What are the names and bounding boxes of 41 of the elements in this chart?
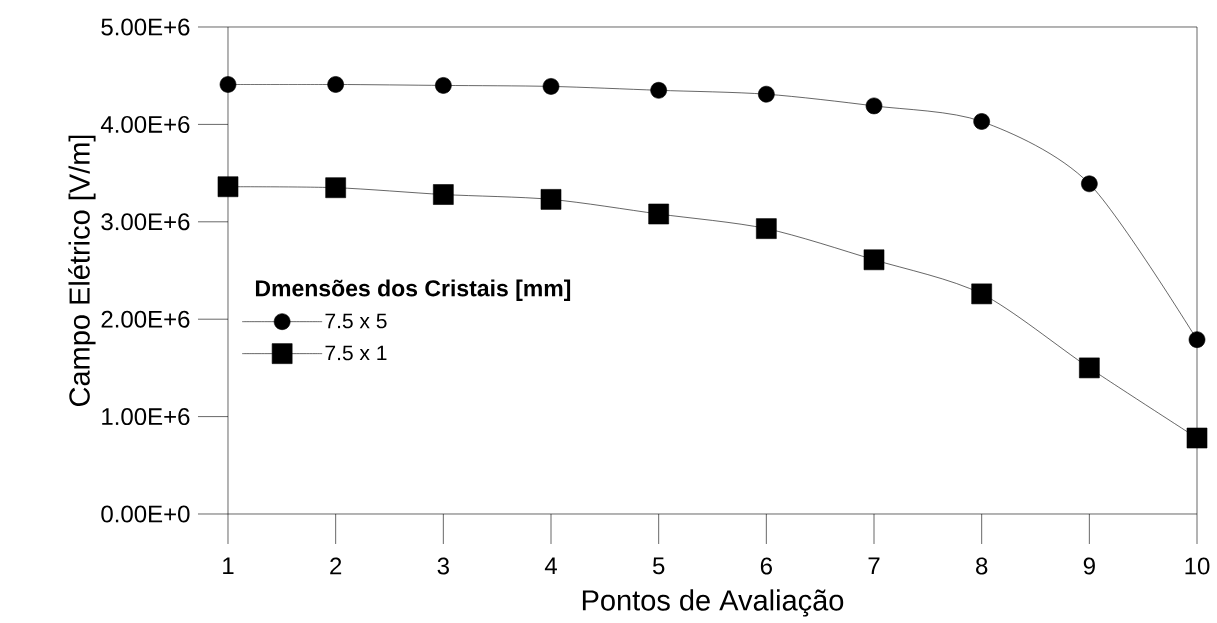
legend-title: Dmensões dos Cristais [mm] xyxy=(255,279,571,301)
point xyxy=(1079,357,1100,379)
x-tick-label: 5 xyxy=(652,557,665,575)
point xyxy=(327,76,344,93)
legend-label: 7.5 x 1 xyxy=(325,345,387,361)
point xyxy=(650,82,667,99)
y-tick-label: 2.00E+6 xyxy=(101,310,190,328)
y-axis-title: Campo Elétrico [V/m] xyxy=(68,135,96,407)
x-axis-title: Pontos de Avaliação xyxy=(582,589,844,617)
x-tick-label: 10 xyxy=(1185,557,1210,575)
point xyxy=(973,113,990,130)
point xyxy=(971,283,992,305)
point xyxy=(540,189,562,210)
x-tick-label: 6 xyxy=(760,557,772,575)
point xyxy=(433,184,454,205)
y-tick-label: 5.00E+6 xyxy=(101,18,190,36)
x-tick-label: 4 xyxy=(544,557,557,575)
point xyxy=(435,77,452,94)
x-tick-label: 2 xyxy=(330,557,342,575)
point xyxy=(1188,331,1206,348)
y-tick-label: 0.00E+0 xyxy=(101,505,190,523)
y-tick-label: 4.00E+6 xyxy=(100,115,190,133)
point xyxy=(217,176,239,198)
y-tick-label: 1.00E+6 xyxy=(102,408,190,426)
point xyxy=(756,218,777,239)
x-tick-label: 8 xyxy=(976,557,988,575)
point xyxy=(863,249,885,271)
point xyxy=(325,177,346,199)
x-tick-label: 1 xyxy=(223,557,234,575)
point xyxy=(865,97,883,115)
point xyxy=(1186,427,1208,449)
point xyxy=(1081,175,1098,193)
point xyxy=(542,78,560,95)
point xyxy=(648,203,669,225)
x-tick-label: 9 xyxy=(1083,557,1095,575)
point xyxy=(758,85,775,103)
x-tick-label: 3 xyxy=(437,557,449,575)
x-tick-label: 7 xyxy=(868,557,880,575)
y-tick-label: 3.00E+6 xyxy=(101,213,190,231)
legend-label: 7.5 x 5 xyxy=(325,313,387,329)
point xyxy=(219,76,237,93)
